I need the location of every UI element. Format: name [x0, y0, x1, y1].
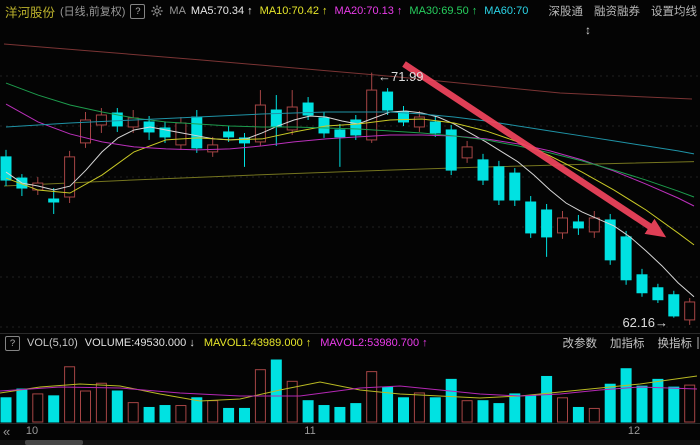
header-menu: 深股通 融资融券 设置均线: [544, 0, 697, 22]
annotations-layer: ←71.99 62.16→ ↕: [378, 23, 668, 330]
volume-readout: MAVOL1:43989.000 ↑: [203, 337, 312, 349]
header-link[interactable]: 深股通: [548, 6, 584, 18]
header-link[interactable]: 设置均线: [651, 6, 697, 18]
gridlines: [0, 75, 700, 424]
axis-month-label: 12: [627, 425, 641, 437]
trend-lines: [3, 43, 695, 187]
long-ma-upper: [3, 43, 693, 100]
ma-readout: MA20:70.13 ↑: [334, 5, 403, 17]
indicator-button[interactable]: 换指标: [657, 338, 693, 350]
ma-readout: MA5:70.34 ↑: [190, 5, 253, 17]
ma-readout: MA60:70: [484, 5, 529, 17]
header-link[interactable]: 融资融券: [594, 6, 640, 18]
chart-scrollbar-track[interactable]: [0, 440, 700, 445]
indicator-button[interactable]: 加指标: [610, 338, 645, 350]
volume-readout: MAVOL2:53980.700 ↑: [320, 337, 428, 349]
ma-readout: MA10:70.42 ↑: [259, 5, 328, 17]
ma-indicator-label[interactable]: MA: [169, 5, 186, 17]
vol-help-icon[interactable]: ?: [5, 335, 20, 351]
chart-scrollbar-handle[interactable]: [25, 440, 83, 445]
ma-lines-layer: [5, 82, 695, 298]
volume-readout: VOLUME:49530.000 ↓: [84, 337, 195, 349]
chart-mode[interactable]: (日线,前复权): [60, 6, 126, 18]
ma-line-MA30: [5, 82, 695, 198]
vol-ma-line-MAVOL1: [0, 375, 698, 402]
volume-readouts: VOLUME:49530.000 ↓ MAVOL1:43989.000 ↑ MAVO…: [85, 337, 428, 349]
long-ma-lower: [3, 161, 695, 187]
ma-line-MA5: [5, 110, 695, 298]
time-axis: 10 11 12: [0, 425, 700, 440]
vol-indicator-name[interactable]: VOL(5,10): [27, 337, 78, 349]
stock-name[interactable]: 洋河股份: [5, 5, 56, 20]
panel-scroll-nub[interactable]: [697, 337, 699, 349]
chart-header: 洋河股份 (日线,前复权) ? MA MA5:70.34 ↑ MA10:70.42…: [0, 0, 700, 22]
volume-bars-layer: [0, 359, 696, 423]
volume-header: ? VOL(5,10) VOLUME:49530.000 ↓ MAVOL1:439…: [0, 334, 700, 352]
vol-ma-line-MAVOL2: [0, 385, 698, 397]
indicator-button[interactable]: 改参数: [562, 338, 598, 350]
volume-ma-layer: [0, 375, 698, 402]
pane-resize-icon: ↕: [585, 23, 591, 37]
settings-gear-icon[interactable]: [150, 4, 164, 18]
ma-line-MA60: [5, 111, 695, 155]
collapse-left-icon[interactable]: «: [3, 424, 11, 439]
indicator-buttons: 改参数 加指标 换指标: [562, 334, 693, 352]
downtrend-arrow-annotation: [402, 61, 667, 238]
help-icon[interactable]: ?: [130, 3, 146, 19]
axis-month-label: 10: [25, 425, 39, 437]
high-price-callout: ←71.99: [378, 69, 424, 84]
ma-line-MA10: [5, 118, 695, 246]
low-price-callout: 62.16→: [622, 315, 668, 330]
ma-readouts: MA5:70.34 ↑ MA10:70.42 ↑ MA20:70.13 ↑ MA30:…: [191, 5, 528, 17]
ma-readout: MA30:69.50 ↑: [409, 5, 478, 17]
axis-month-label: 11: [304, 425, 316, 437]
candles-layer: [0, 72, 696, 325]
